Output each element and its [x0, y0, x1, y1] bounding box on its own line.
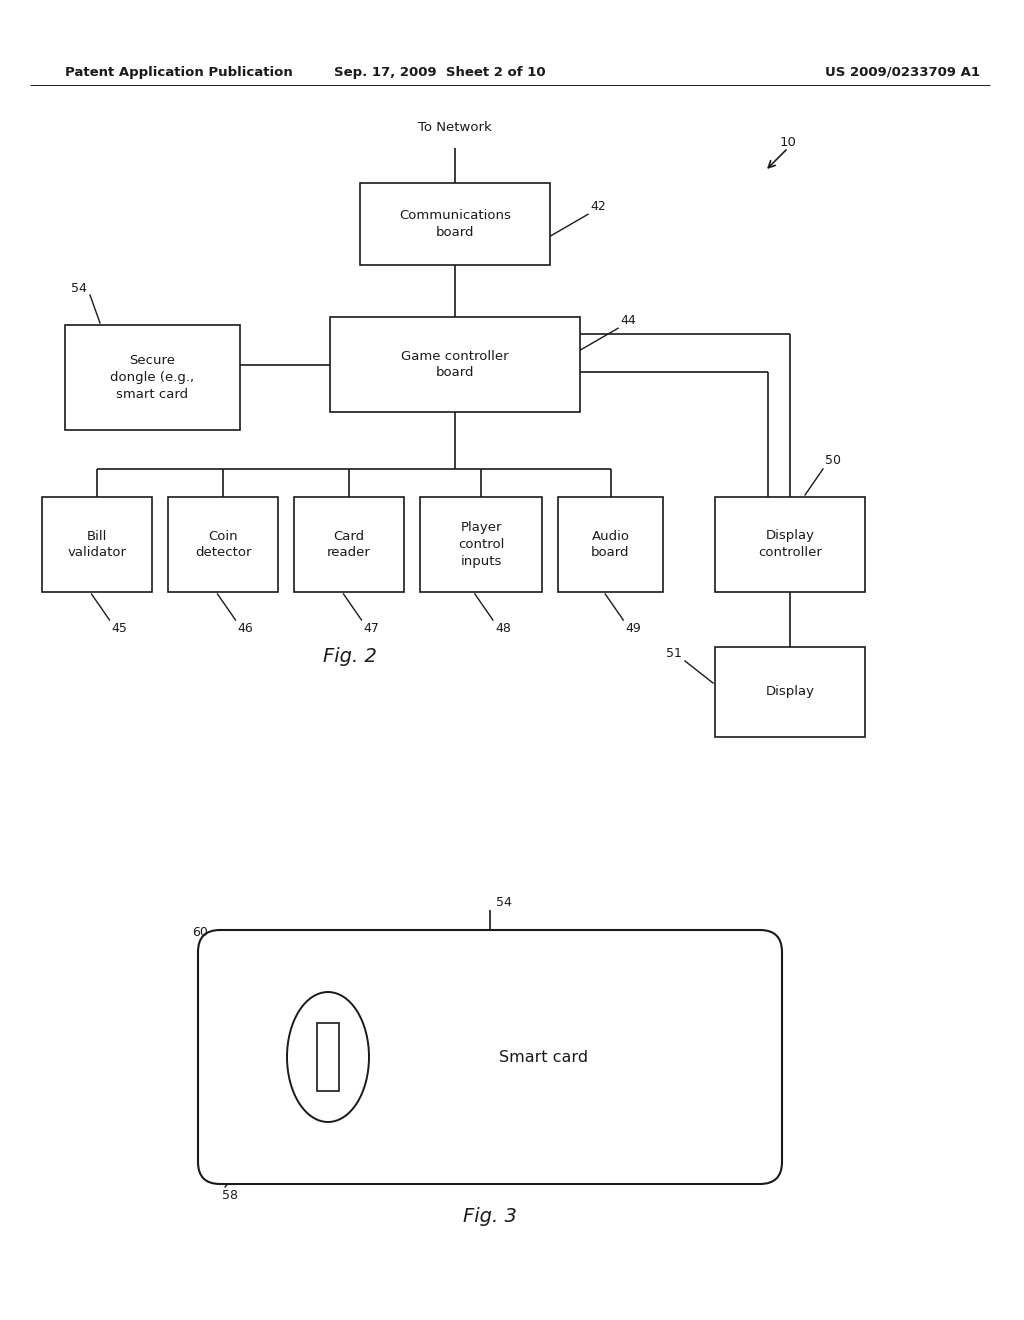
Text: Communications
board: Communications board — [399, 209, 511, 239]
Text: Game controller
board: Game controller board — [401, 350, 509, 380]
Text: US 2009/0233709 A1: US 2009/0233709 A1 — [825, 66, 980, 78]
Text: 58: 58 — [222, 1189, 238, 1203]
Text: Card
reader: Card reader — [327, 529, 371, 560]
Bar — [715, 498, 865, 591]
Bar — [42, 498, 152, 591]
Text: Audio
board: Audio board — [591, 529, 630, 560]
Text: 54: 54 — [496, 896, 512, 909]
Text: Display
controller: Display controller — [758, 529, 822, 560]
Bar — [715, 647, 865, 737]
Text: 54: 54 — [71, 282, 87, 294]
Bar — [330, 317, 580, 412]
Text: Fig. 2: Fig. 2 — [323, 648, 377, 667]
Text: Fig. 3: Fig. 3 — [463, 1208, 517, 1226]
Text: 45: 45 — [112, 622, 127, 635]
Text: 44: 44 — [620, 314, 636, 327]
Text: Patent Application Publication: Patent Application Publication — [65, 66, 293, 78]
Text: Sep. 17, 2009  Sheet 2 of 10: Sep. 17, 2009 Sheet 2 of 10 — [334, 66, 546, 78]
Text: Smart card: Smart card — [500, 1049, 589, 1064]
Bar — [360, 183, 550, 265]
Bar — [294, 498, 404, 591]
FancyBboxPatch shape — [198, 931, 782, 1184]
Bar — [65, 325, 240, 430]
Bar — [317, 1023, 339, 1092]
Text: 51: 51 — [667, 647, 682, 660]
Text: 42: 42 — [590, 201, 606, 214]
Bar — [558, 498, 663, 591]
Text: 46: 46 — [238, 622, 253, 635]
Text: 10: 10 — [780, 136, 797, 149]
Text: 60: 60 — [193, 927, 208, 939]
Text: Coin
detector: Coin detector — [195, 529, 251, 560]
Text: 47: 47 — [364, 622, 379, 635]
Text: Player
control
inputs: Player control inputs — [458, 521, 504, 568]
Bar — [168, 498, 278, 591]
Ellipse shape — [287, 993, 369, 1122]
Bar — [420, 498, 542, 591]
Text: Secure
dongle (e.g.,
smart card: Secure dongle (e.g., smart card — [111, 354, 195, 401]
Text: Bill
validator: Bill validator — [68, 529, 127, 560]
Text: 50: 50 — [825, 454, 841, 467]
Text: To Network: To Network — [418, 121, 492, 135]
Text: 49: 49 — [626, 622, 641, 635]
Text: Display: Display — [766, 685, 814, 698]
Text: 48: 48 — [495, 622, 511, 635]
